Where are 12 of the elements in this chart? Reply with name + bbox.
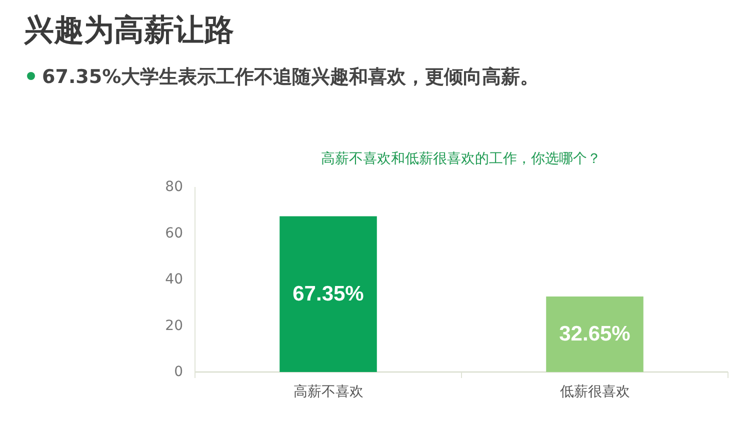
chart-title: 兴趣为高薪让路 <box>23 13 234 48</box>
x-tick-label: 低薪很喜欢 <box>560 384 630 400</box>
data-label: 67.35% <box>292 282 364 306</box>
y-tick-label: 60 <box>165 225 183 242</box>
chart-subtitle: 67.35%大学生表示工作不追随兴趣和喜欢，更倾向高薪。 <box>42 66 540 88</box>
y-tick-label: 0 <box>174 364 183 380</box>
y-tick-label: 20 <box>165 318 183 334</box>
y-tick-label: 40 <box>165 272 183 288</box>
text: 高薪不喜欢和低薪很喜欢的工作，你选哪个？ <box>321 151 601 167</box>
y-tick-label: 80 <box>165 179 183 195</box>
data-label: 32.65% <box>559 322 631 346</box>
x-tick-label: 高薪不喜欢 <box>293 384 364 400</box>
